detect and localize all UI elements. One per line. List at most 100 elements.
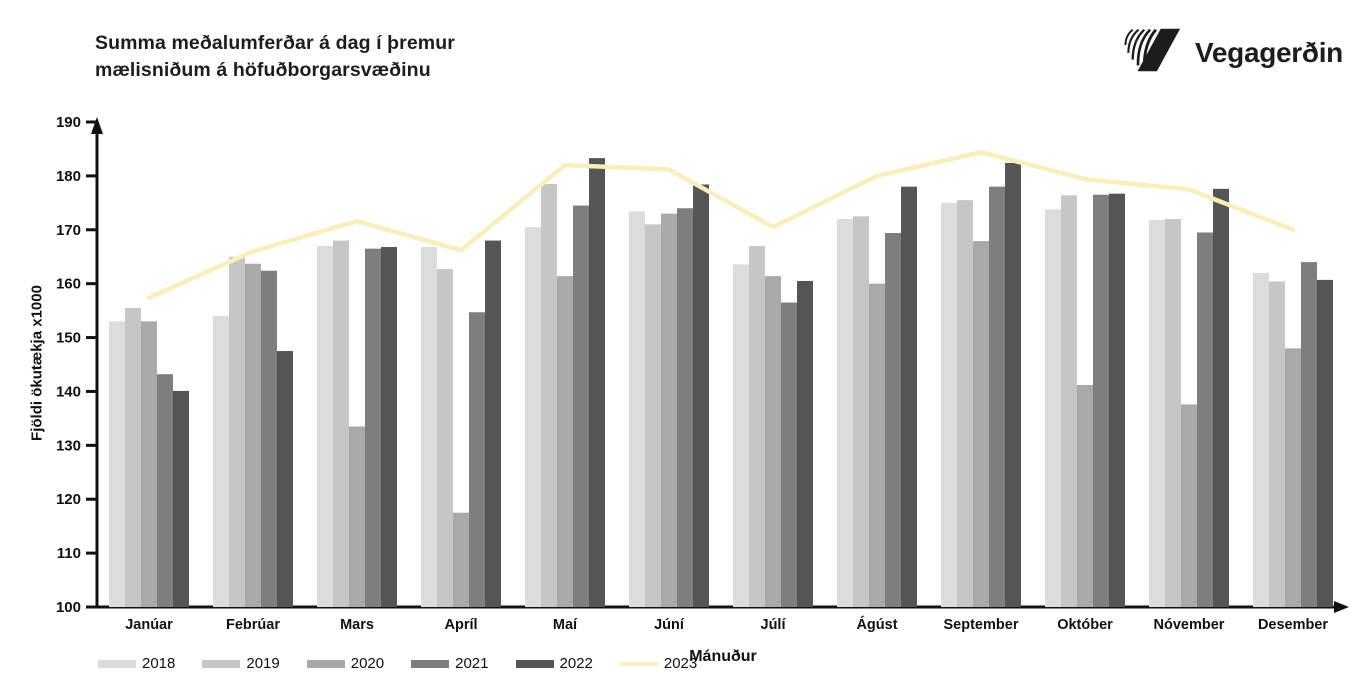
bar-2020-Maí	[557, 276, 573, 607]
x-category-label: Febrúar	[226, 617, 280, 633]
bar-2021-September	[989, 186, 1005, 607]
y-tick-label: 180	[56, 168, 81, 185]
legend-label-2022: 2022	[559, 655, 593, 672]
legend-item-2023: 2023	[619, 655, 698, 672]
chart-legend: 2018 2019 2020 2021 2022 2023	[98, 655, 697, 672]
x-category-label: Apríl	[444, 617, 477, 633]
legend-label-2023: 2023	[663, 655, 698, 672]
x-axis-arrow	[1334, 601, 1349, 613]
bar-2022-Júní	[693, 184, 709, 607]
bar-2018-Júlí	[733, 264, 749, 607]
x-category-label: Janúar	[125, 617, 173, 633]
x-category-label: Júlí	[761, 617, 787, 633]
bar-2018-Júní	[629, 211, 645, 607]
y-tick-label: 160	[56, 276, 81, 293]
bar-2020-Mars	[349, 426, 365, 607]
y-tick-label: 100	[56, 599, 81, 616]
bar-2020-Desember	[1285, 348, 1301, 607]
y-tick-label: 140	[56, 383, 81, 400]
y-axis-title: Fjöldi ökutækja x1000	[28, 285, 46, 441]
bar-2019-Mars	[333, 240, 349, 608]
bar-2018-Ágúst	[837, 219, 853, 607]
bar-2022-Janúar	[173, 390, 189, 607]
x-category-label: Mars	[340, 617, 374, 633]
y-tick-label: 170	[56, 222, 81, 239]
bar-2022-Apríl	[485, 240, 501, 608]
bar-2022-Október	[1109, 193, 1125, 607]
bar-2018-Október	[1045, 209, 1061, 608]
bar-2018-Apríl	[421, 247, 437, 607]
y-axis-arrow	[91, 117, 103, 134]
bar-2020-Nóvember	[1181, 404, 1197, 607]
chart-title-line1: Summa meðalumferðar á dag í þremur	[95, 32, 455, 54]
legend-swatch-2018	[98, 659, 136, 668]
bar-2018-Mars	[317, 245, 333, 607]
legend-item-2018: 2018	[98, 655, 175, 672]
y-tick-label: 190	[56, 114, 81, 131]
bar-2020-Febrúar	[245, 263, 261, 607]
bar-2020-Apríl	[453, 512, 469, 607]
vegagerdin-logo-text: Vegagerðin	[1195, 36, 1343, 68]
bar-2021-Ágúst	[885, 233, 901, 607]
y-tick-label: 110	[57, 545, 81, 562]
bar-2022-Júlí	[797, 280, 813, 607]
bar-2019-Janúar	[125, 307, 141, 607]
bar-2022-Maí	[589, 158, 605, 607]
bar-2021-Desember	[1301, 262, 1317, 607]
legend-label-2021: 2021	[455, 655, 489, 672]
legend-label-2020: 2020	[350, 655, 385, 672]
legend-swatch-2023	[619, 661, 658, 666]
bar-2022-Febrúar	[277, 351, 293, 607]
x-category-label: Október	[1057, 617, 1113, 633]
bar-2020-Júlí	[765, 276, 781, 607]
bar-2021-Maí	[573, 205, 589, 607]
legend-swatch-2022	[515, 659, 554, 668]
vegagerdin-logo: Vegagerðin	[1124, 26, 1343, 79]
bar-2019-Febrúar	[229, 256, 245, 607]
bar-2021-Mars	[365, 248, 381, 607]
bar-2020-Ágúst	[869, 283, 885, 607]
chart-title-line2: mælisniðum á höfuðborgarsvæðinu	[95, 59, 431, 81]
x-category-label: Desember	[1258, 617, 1328, 633]
bar-2020-Janúar	[141, 321, 157, 607]
bar-2019-Ágúst	[853, 216, 869, 608]
legend-item-2020: 2020	[306, 655, 385, 672]
x-axis-title: Mánuður	[689, 648, 757, 665]
x-category-label: Ágúst	[856, 616, 897, 633]
bar-2018-Desember	[1253, 272, 1269, 607]
legend-label-2019: 2019	[246, 655, 280, 672]
bar-2019-Október	[1061, 195, 1077, 608]
bar-2021-Nóvember	[1197, 232, 1213, 607]
bar-2021-Júní	[677, 208, 693, 607]
y-tick-label: 130	[56, 437, 81, 454]
x-category-label: September	[944, 617, 1019, 633]
bar-2022-Ágúst	[901, 186, 917, 607]
bar-2021-Júlí	[781, 302, 797, 607]
bar-2021-Apríl	[469, 312, 485, 607]
y-tick-label: 120	[56, 491, 81, 508]
x-category-label: Maí	[553, 617, 578, 633]
legend-swatch-2021	[411, 659, 450, 668]
bar-2020-Október	[1077, 384, 1093, 607]
bar-2019-September	[957, 200, 973, 607]
bar-2018-Janúar	[109, 321, 125, 607]
legend-label-2018: 2018	[142, 655, 176, 672]
bar-2019-Apríl	[437, 269, 453, 607]
bar-2019-Júlí	[749, 245, 765, 607]
bar-2022-Mars	[381, 247, 397, 607]
line-series-2023	[146, 149, 1296, 300]
chart-title: Summa meðalumferðar á dag í þremur mælis…	[95, 30, 455, 84]
legend-item-2019: 2019	[202, 655, 280, 672]
bar-2021-Febrúar	[261, 270, 277, 607]
bar-2021-Janúar	[157, 374, 173, 607]
bar-2018-Maí	[525, 227, 541, 608]
legend-swatch-2020	[306, 659, 345, 668]
legend-item-2021: 2021	[411, 655, 489, 672]
y-tick-label: 150	[56, 330, 81, 347]
bar-2022-Desember	[1317, 279, 1333, 607]
bar-2018-Nóvember	[1149, 220, 1165, 608]
legend-item-2022: 2022	[515, 655, 593, 672]
bar-2019-Nóvember	[1165, 219, 1181, 607]
